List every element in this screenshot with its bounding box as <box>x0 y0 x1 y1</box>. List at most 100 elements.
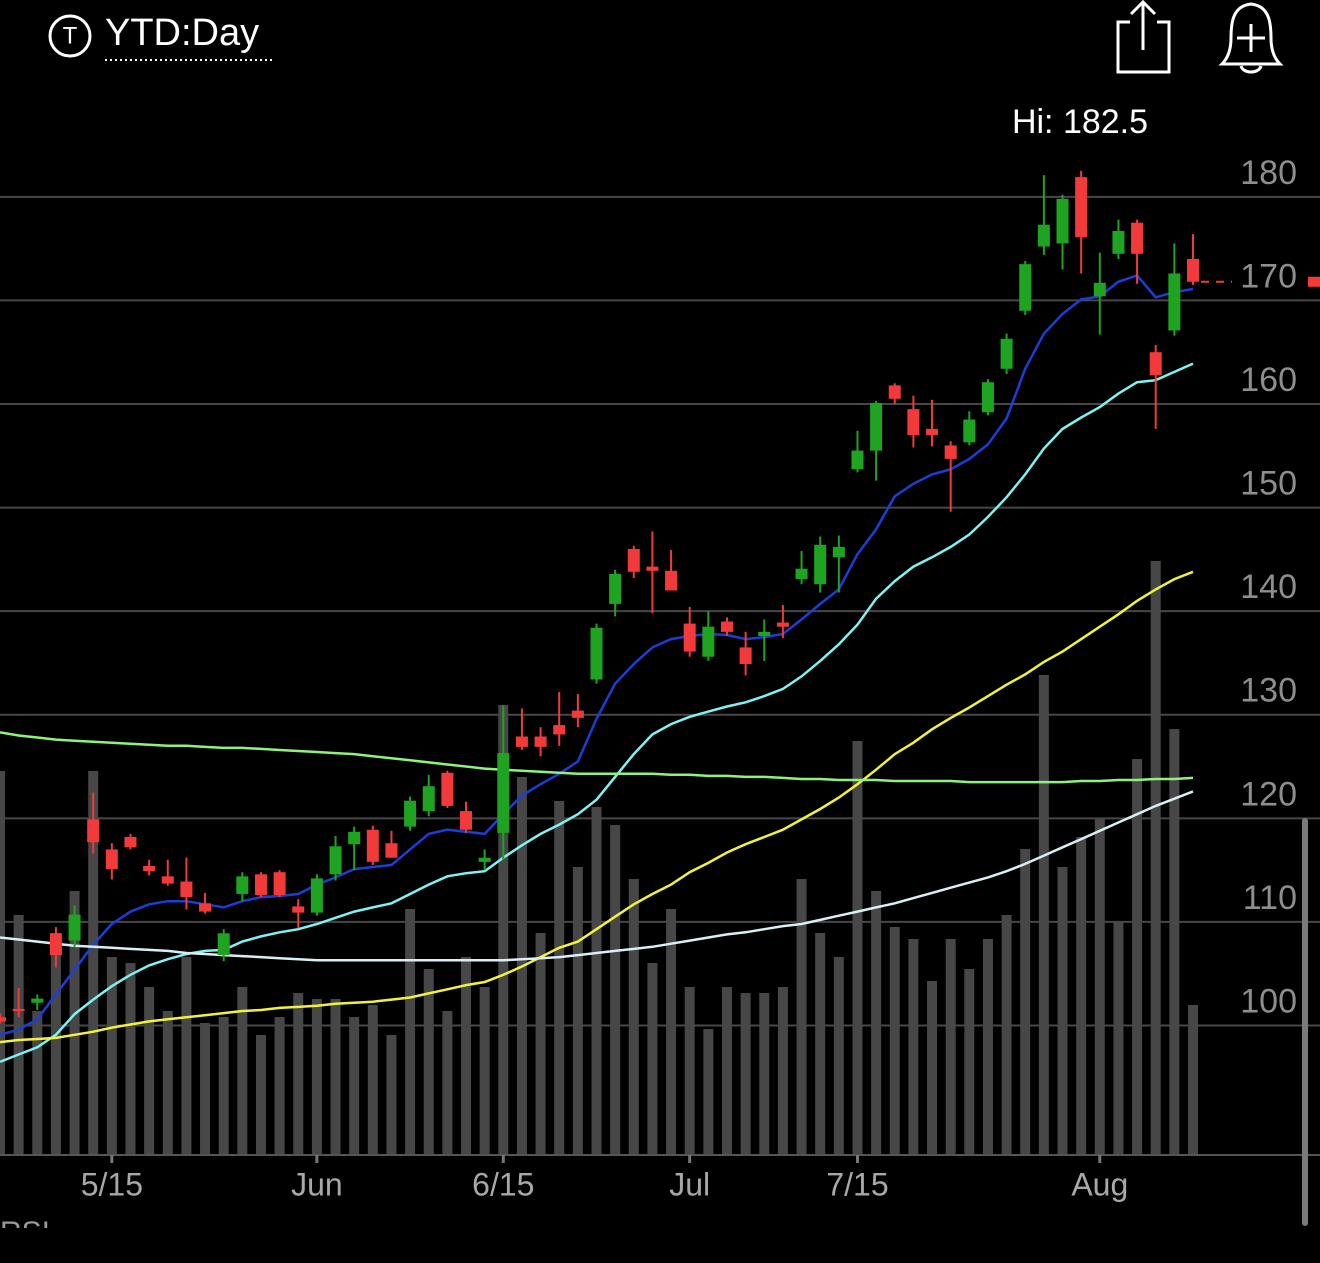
range-selector[interactable]: T YTD:Day <box>48 12 275 61</box>
volume-bar <box>479 987 490 1155</box>
volume-bar <box>889 927 900 1155</box>
bell-clapper <box>1239 65 1263 74</box>
volume-bar <box>647 963 658 1155</box>
candle-body <box>888 385 901 399</box>
candle-body <box>609 573 622 604</box>
candle-body <box>236 876 249 894</box>
candle-body <box>105 849 118 870</box>
moving-average-line <box>0 274 1194 1037</box>
candle-body <box>460 811 473 830</box>
volume-bar <box>703 1029 714 1155</box>
y-tick-label: 180 <box>1240 154 1297 192</box>
volume-bar <box>1094 819 1105 1155</box>
candle-body <box>1056 198 1069 244</box>
candle-body <box>963 419 976 443</box>
volume-bar <box>0 771 5 1155</box>
candle-body <box>571 710 584 718</box>
candle-body <box>422 786 435 812</box>
volume-bar <box>1169 729 1180 1155</box>
volume-bar <box>1038 675 1049 1155</box>
last-price-marker <box>1308 276 1320 287</box>
candle-body <box>49 933 62 956</box>
candle-body <box>254 874 267 895</box>
volume-bar <box>1020 849 1031 1155</box>
volume-bar <box>815 933 826 1155</box>
x-tick-label: 6/15 <box>472 1166 534 1202</box>
candle-body <box>385 843 398 858</box>
volume-bar <box>721 987 732 1155</box>
candle-body <box>1149 352 1162 375</box>
volume-bar <box>610 825 621 1155</box>
candle-body <box>814 544 827 585</box>
candle-body <box>273 872 286 895</box>
volume-bar <box>871 891 882 1155</box>
candle-body <box>404 800 417 827</box>
candle-body <box>553 725 566 735</box>
volume-bar <box>796 879 807 1155</box>
volume-bar <box>628 879 639 1155</box>
volume-bar <box>740 993 751 1155</box>
candle-body <box>795 568 808 580</box>
candle-body <box>1019 264 1032 311</box>
x-tick-label: Jul <box>669 1166 710 1202</box>
x-tick-label: 7/15 <box>826 1166 888 1202</box>
candle-body <box>292 906 305 913</box>
candle-body <box>776 622 789 627</box>
share-button[interactable] <box>1116 0 1171 74</box>
moving-average-line <box>0 362 1194 1063</box>
candle-body <box>1131 222 1144 254</box>
y-tick-label: 160 <box>1240 361 1297 399</box>
volume-bar <box>32 1011 43 1155</box>
lower-panel-label: RSI <box>0 1216 50 1249</box>
bell <box>1218 2 1284 66</box>
volume-bar <box>554 801 565 1155</box>
candle-body <box>907 409 920 436</box>
volume-bar <box>442 1011 453 1155</box>
volume-bar <box>591 807 602 1155</box>
moving-average-line <box>0 570 1194 1044</box>
scrollbar <box>1302 818 1308 1226</box>
bell-plus <box>1237 24 1265 52</box>
volume-bar <box>572 867 583 1155</box>
moving-average-line <box>0 731 1194 784</box>
share-arrow <box>1129 0 1157 50</box>
volume-bar <box>125 963 136 1155</box>
candle-body <box>1037 224 1050 247</box>
y-tick-label: 100 <box>1240 983 1297 1021</box>
volume-bar <box>759 993 770 1155</box>
volume-bar <box>274 1017 285 1155</box>
candle-body <box>478 857 491 862</box>
range-label: YTD:Day <box>105 12 259 54</box>
volume-bar <box>927 981 938 1155</box>
volume-bar <box>964 969 975 1155</box>
volume-bar <box>386 1035 397 1155</box>
range-icon-letter: T <box>63 22 78 49</box>
candle-body <box>329 846 342 875</box>
volume-bar <box>777 987 788 1155</box>
moving-average-line <box>0 790 1194 962</box>
alert-button[interactable] <box>1218 2 1284 74</box>
candle-body <box>1187 258 1199 282</box>
volume-bar <box>666 909 677 1155</box>
volume-bar <box>293 993 304 1155</box>
candle-body <box>627 549 640 572</box>
volume-bar <box>1132 759 1143 1155</box>
share-box <box>1116 20 1171 74</box>
volume-bar <box>908 939 919 1155</box>
y-tick-label: 120 <box>1240 775 1297 813</box>
candle-body <box>870 402 883 451</box>
candle-body <box>68 914 81 941</box>
volume-bar <box>349 1017 360 1155</box>
candle-body <box>1168 273 1181 331</box>
volume-bar <box>1001 915 1012 1155</box>
candle-body <box>12 1008 25 1012</box>
x-tick-label: Aug <box>1071 1166 1128 1202</box>
volume-bar <box>405 909 416 1155</box>
candle-body <box>310 878 323 913</box>
candle-body <box>665 570 678 591</box>
candle-body <box>683 623 696 652</box>
candle-body <box>926 428 939 436</box>
candle-body <box>180 881 193 898</box>
volume-bar <box>498 705 509 1155</box>
